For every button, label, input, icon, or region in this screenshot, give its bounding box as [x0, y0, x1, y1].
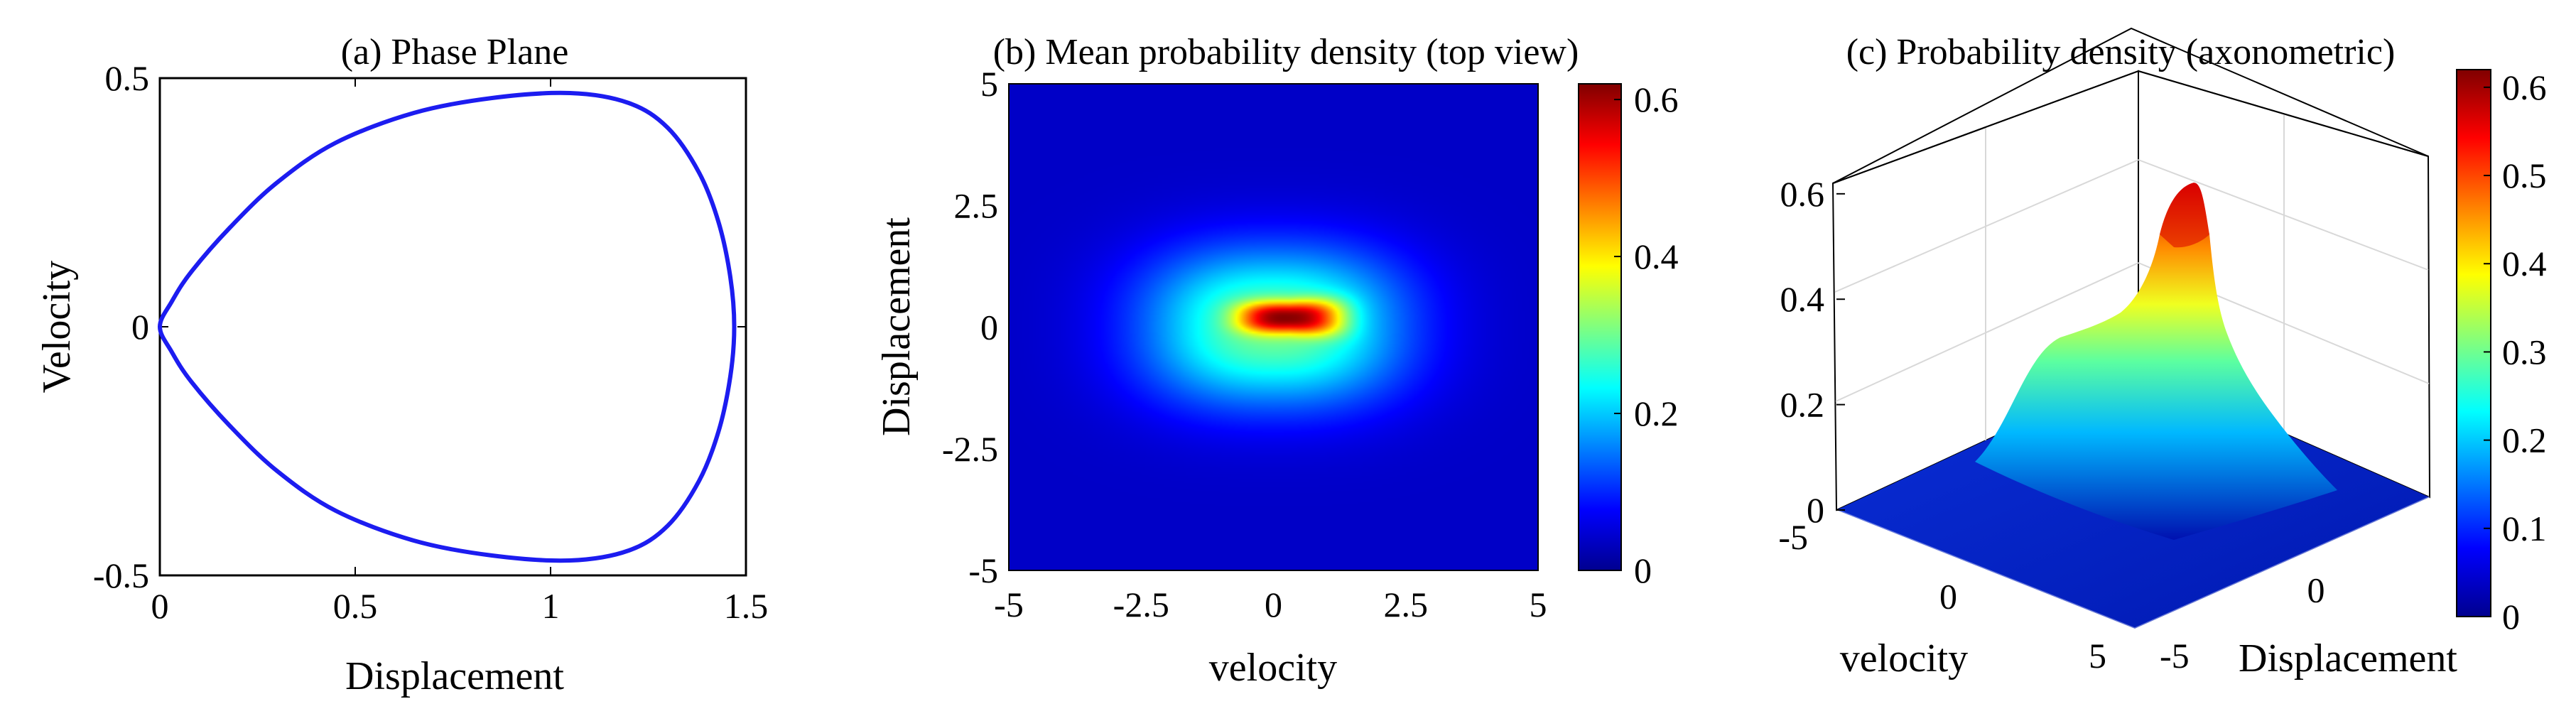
panel-c-colorbar-tick-label: 0.1: [2502, 509, 2547, 548]
panel-b-xtick-label: 2.5: [1384, 585, 1429, 624]
panel-b-colorbar-tick-label: 0.2: [1634, 394, 1679, 433]
density-heatmap: [1009, 84, 1538, 570]
panel-c-ytick-label: 0: [2307, 570, 2325, 610]
panel-a-xtick-label: 1: [542, 586, 560, 626]
panel-b-ytick-label: -2.5: [942, 429, 998, 469]
surface-mound: [1975, 183, 2337, 540]
panel-b-colorbar-tick-label: 0: [1634, 551, 1652, 590]
panel-c-ztick-label: 0.6: [1780, 174, 1825, 214]
panel-a-xtick-label: 0.5: [333, 586, 378, 626]
panel-a-xtick-label: 1.5: [724, 586, 769, 626]
panel-b-xtick-label: 0: [1265, 585, 1282, 624]
panel-b-ylabel: Displacement: [875, 217, 919, 436]
panel-c-title: (c) Probability density (axonometric): [1846, 32, 2396, 72]
panel-b-xtick-label: -5: [994, 585, 1024, 624]
panel-b-ytick-label: 0: [980, 308, 998, 347]
panel-b-heatmap: (b) Mean probability density (top view) …: [875, 32, 1679, 690]
panel-c-ztick-label: 0.4: [1780, 279, 1825, 319]
panel-c-colorbar-tick-label: 0.3: [2502, 332, 2547, 372]
panel-b-xtick-label: 5: [1530, 585, 1547, 624]
limit-cycle-curve: [158, 90, 737, 563]
panel-b-ytick-label: -5: [968, 551, 998, 590]
panel-b-axes-box: [1008, 83, 1539, 571]
panel-c-ytick-label: -5: [2160, 636, 2190, 676]
panel-a-title: (a) Phase Plane: [341, 32, 569, 72]
surface-peak: [2160, 183, 2209, 248]
panel-b-ytick-label: 2.5: [954, 185, 999, 225]
panel-b-xtick-label: -2.5: [1113, 585, 1169, 624]
panel-b-colorbar: [1578, 83, 1622, 571]
floor-front-edge: [1836, 496, 2430, 630]
panel-c-xtick-label: 5: [2089, 636, 2106, 676]
panel-a-axes-box: [158, 77, 747, 577]
panel-b-title: (b) Mean probability density (top view): [993, 32, 1579, 72]
panel-b-colorbar-tick-label: 0.6: [1634, 80, 1679, 119]
panel-b-ytick-label: 5: [980, 64, 998, 104]
panel-b-ticks: -5 -2.5 0 2.5 5 5 2.5 0 -2.5 -5: [942, 64, 1547, 624]
panel-c-ztick-label: 0: [1807, 490, 1824, 530]
panel-a-xlabel: Displacement: [345, 654, 564, 698]
panel-c-colorbar-tick-label: 0.5: [2502, 156, 2547, 195]
panel-c-colorbar: [2456, 69, 2491, 617]
panel-a-ytick-label: 0: [131, 307, 149, 347]
panel-a-ytick-label: 0.5: [105, 58, 150, 98]
panel-b-xlabel: velocity: [1209, 646, 1337, 690]
panel-c-colorbar-tick-label: 0.4: [2502, 244, 2547, 283]
panel-c-colorbar-tick-label: 0.2: [2502, 421, 2547, 460]
panel-a-ticks: 0 0.5 1 1.50.50-0.5: [93, 58, 768, 626]
panel-c-xlabel: velocity: [1840, 636, 1968, 681]
panel-a-xtick-label: 0: [151, 586, 169, 626]
panel-b-colorbar-tick-label: 0.4: [1634, 237, 1679, 276]
panel-b-colorbar-ticks: 0.6 0.4 0.2 0: [1614, 80, 1679, 590]
panel-c-colorbar-tick-label: 0.6: [2502, 67, 2547, 107]
panel-c-colorbar-tick-label: 0: [2502, 597, 2520, 636]
panel-c-colorbar-ticks: 0.6 0.5 0.4 0.3 0.2 0.1 0: [2484, 67, 2547, 636]
panel-c-xtick-label: -5: [1778, 517, 1808, 557]
box-top-rim: [1832, 27, 2429, 184]
panel-c-ylabel: Displacement: [2239, 636, 2457, 681]
panel-c-ztick-label: 0.2: [1780, 385, 1825, 425]
box-top-edge: [1832, 70, 2429, 184]
panel-c-xtick-label: 0: [1939, 577, 1957, 617]
panel-c-gridlines: [1834, 114, 2430, 440]
panel-c-surface: (c) Probability density (axonometric) 0.…: [1778, 27, 2547, 681]
panel-a-phase-plane: (a) Phase Plane 0 0.5 1 1.50.50-0.5 Displac…: [35, 32, 768, 698]
panel-a-ylabel: Velocity: [35, 261, 79, 394]
panel-a-ytick-label: -0.5: [93, 555, 149, 595]
